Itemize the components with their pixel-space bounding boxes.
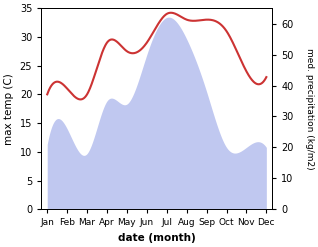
X-axis label: date (month): date (month) — [118, 233, 196, 243]
Y-axis label: max temp (C): max temp (C) — [4, 73, 14, 144]
Y-axis label: med. precipitation (kg/m2): med. precipitation (kg/m2) — [305, 48, 314, 169]
